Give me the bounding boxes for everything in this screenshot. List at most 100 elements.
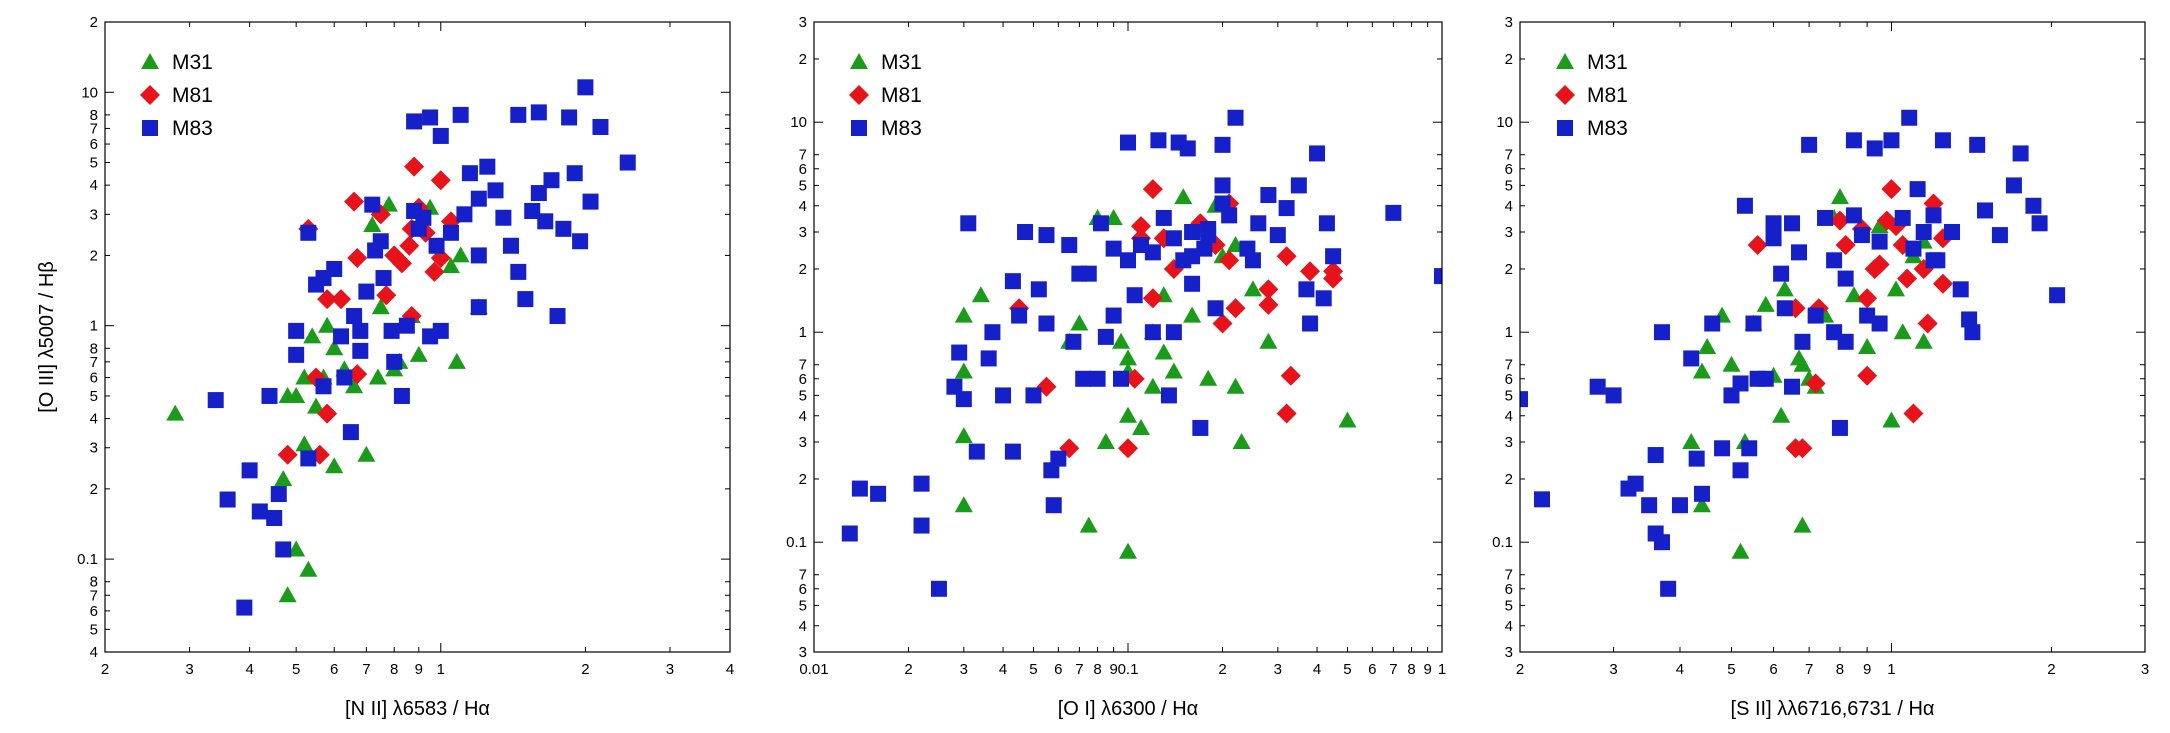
point-m81	[1323, 268, 1344, 289]
panel-2: 0.01 2 3 4 5 6 7 8 9 0.1 2 3 4 5 6 7 8 9 1345670.123456712…	[786, 14, 1446, 720]
x-tick-label: 8	[390, 661, 398, 678]
point-m83	[1925, 207, 1942, 224]
x-tick-label: 8	[1836, 661, 1844, 678]
y-tick-label: 7	[1505, 567, 1513, 584]
x-tick-label: 3	[185, 661, 193, 678]
point-m83	[1653, 534, 1670, 551]
x-tick-label: 6	[1769, 661, 1777, 678]
y-tick-label: 7	[799, 567, 807, 584]
point-m31	[1259, 332, 1278, 349]
point-m83	[1647, 447, 1664, 464]
point-m83	[1905, 240, 1922, 257]
point-m83	[946, 378, 963, 395]
x-tick-label: 0.1	[1118, 661, 1139, 678]
point-m83	[524, 202, 541, 219]
point-m83	[1845, 132, 1862, 149]
point-m83	[315, 378, 332, 395]
point-m81	[384, 245, 405, 266]
point-m83	[1964, 324, 1981, 341]
point-m31	[1079, 516, 1098, 533]
point-m31	[1858, 338, 1877, 355]
point-m83	[955, 391, 972, 408]
point-m83	[1952, 281, 1969, 298]
point-m83	[1961, 311, 1978, 328]
x-tick-label: 3	[666, 661, 674, 678]
y-tick-label: 6	[1505, 161, 1513, 178]
legend-label-m81: M81	[1587, 84, 1628, 107]
point-m83	[1385, 204, 1402, 221]
x-tick-label: 3	[1609, 661, 1617, 678]
panel-1: 2 3 4 5 6 7 8 9 1 2 3 4456780.1234567812345678102M3…	[36, 14, 734, 720]
point-m81	[1142, 179, 1163, 200]
point-m83	[870, 485, 887, 502]
point-m83	[1207, 300, 1224, 317]
point-m83	[1050, 450, 1067, 467]
point-m81	[1130, 216, 1151, 237]
point-m31	[1756, 295, 1775, 312]
point-m83	[1871, 233, 1888, 250]
y-tick-label: 3	[90, 440, 98, 457]
point-m31	[278, 586, 297, 603]
x-tick-label: 4	[726, 661, 734, 678]
point-m31	[1830, 188, 1849, 205]
point-m83	[1278, 200, 1295, 217]
point-m31	[371, 298, 390, 315]
point-m83	[1097, 328, 1114, 345]
point-m83	[1105, 307, 1122, 324]
point-m81	[1258, 279, 1279, 300]
point-m83	[1290, 177, 1307, 194]
legend-label-m81: M81	[172, 84, 213, 107]
plot-frame	[1519, 21, 2146, 653]
y-tick-label: 3	[1505, 644, 1513, 661]
x-tick-label: 2	[904, 661, 912, 678]
point-m83	[1866, 140, 1883, 157]
y-tick-label: 5	[1505, 177, 1513, 194]
y-tick-label: 7	[799, 357, 807, 374]
point-m81	[277, 444, 298, 465]
point-m31	[1338, 411, 1357, 428]
point-m81	[1857, 365, 1878, 386]
point-m31	[451, 246, 470, 263]
point-m83	[326, 260, 343, 277]
x-tick-label: 7	[1075, 661, 1083, 678]
point-m31	[345, 377, 364, 394]
x-tick-label: 4	[1313, 661, 1321, 678]
point-m83	[1831, 419, 1848, 436]
point-m81	[1258, 294, 1279, 315]
point-m81	[424, 261, 445, 282]
y-tick-label: 0.1	[1492, 534, 1513, 551]
point-m83	[288, 346, 305, 363]
x-tick-label: 2	[1218, 661, 1226, 678]
point-m83	[1269, 227, 1286, 244]
y-tick-label: 6	[799, 161, 807, 178]
point-m81	[1276, 403, 1297, 424]
point-m83	[1302, 315, 1319, 332]
point-m83	[930, 580, 947, 597]
point-m83	[1004, 443, 1021, 460]
y-tick-label: 1	[90, 318, 98, 335]
point-m31	[1682, 433, 1701, 449]
legend-marker-m31	[850, 53, 868, 69]
x-tick-label: 4	[999, 661, 1007, 678]
point-m83	[1605, 387, 1622, 404]
y-tick-label: 4	[1505, 408, 1513, 425]
point-m31	[1914, 332, 1933, 349]
y-tick-label: 6	[90, 136, 98, 153]
point-m83	[1745, 315, 1762, 332]
legend-marker-m83	[851, 120, 867, 136]
point-m83	[422, 109, 439, 126]
x-tick-label: 7	[1805, 661, 1813, 678]
point-m83	[461, 165, 478, 182]
x-tick-label: 9	[415, 661, 423, 678]
point-m83	[1683, 350, 1700, 367]
point-m83	[470, 299, 487, 316]
point-m83	[577, 79, 594, 96]
point-m83	[530, 104, 547, 121]
y-tick-label: 3	[1505, 14, 1513, 31]
point-m31	[1887, 280, 1906, 297]
y-tick-label: 5	[799, 387, 807, 404]
point-m81	[1792, 438, 1813, 459]
legend-label-m31: M31	[172, 51, 213, 74]
point-m83	[251, 503, 268, 520]
point-m83	[984, 324, 1001, 341]
